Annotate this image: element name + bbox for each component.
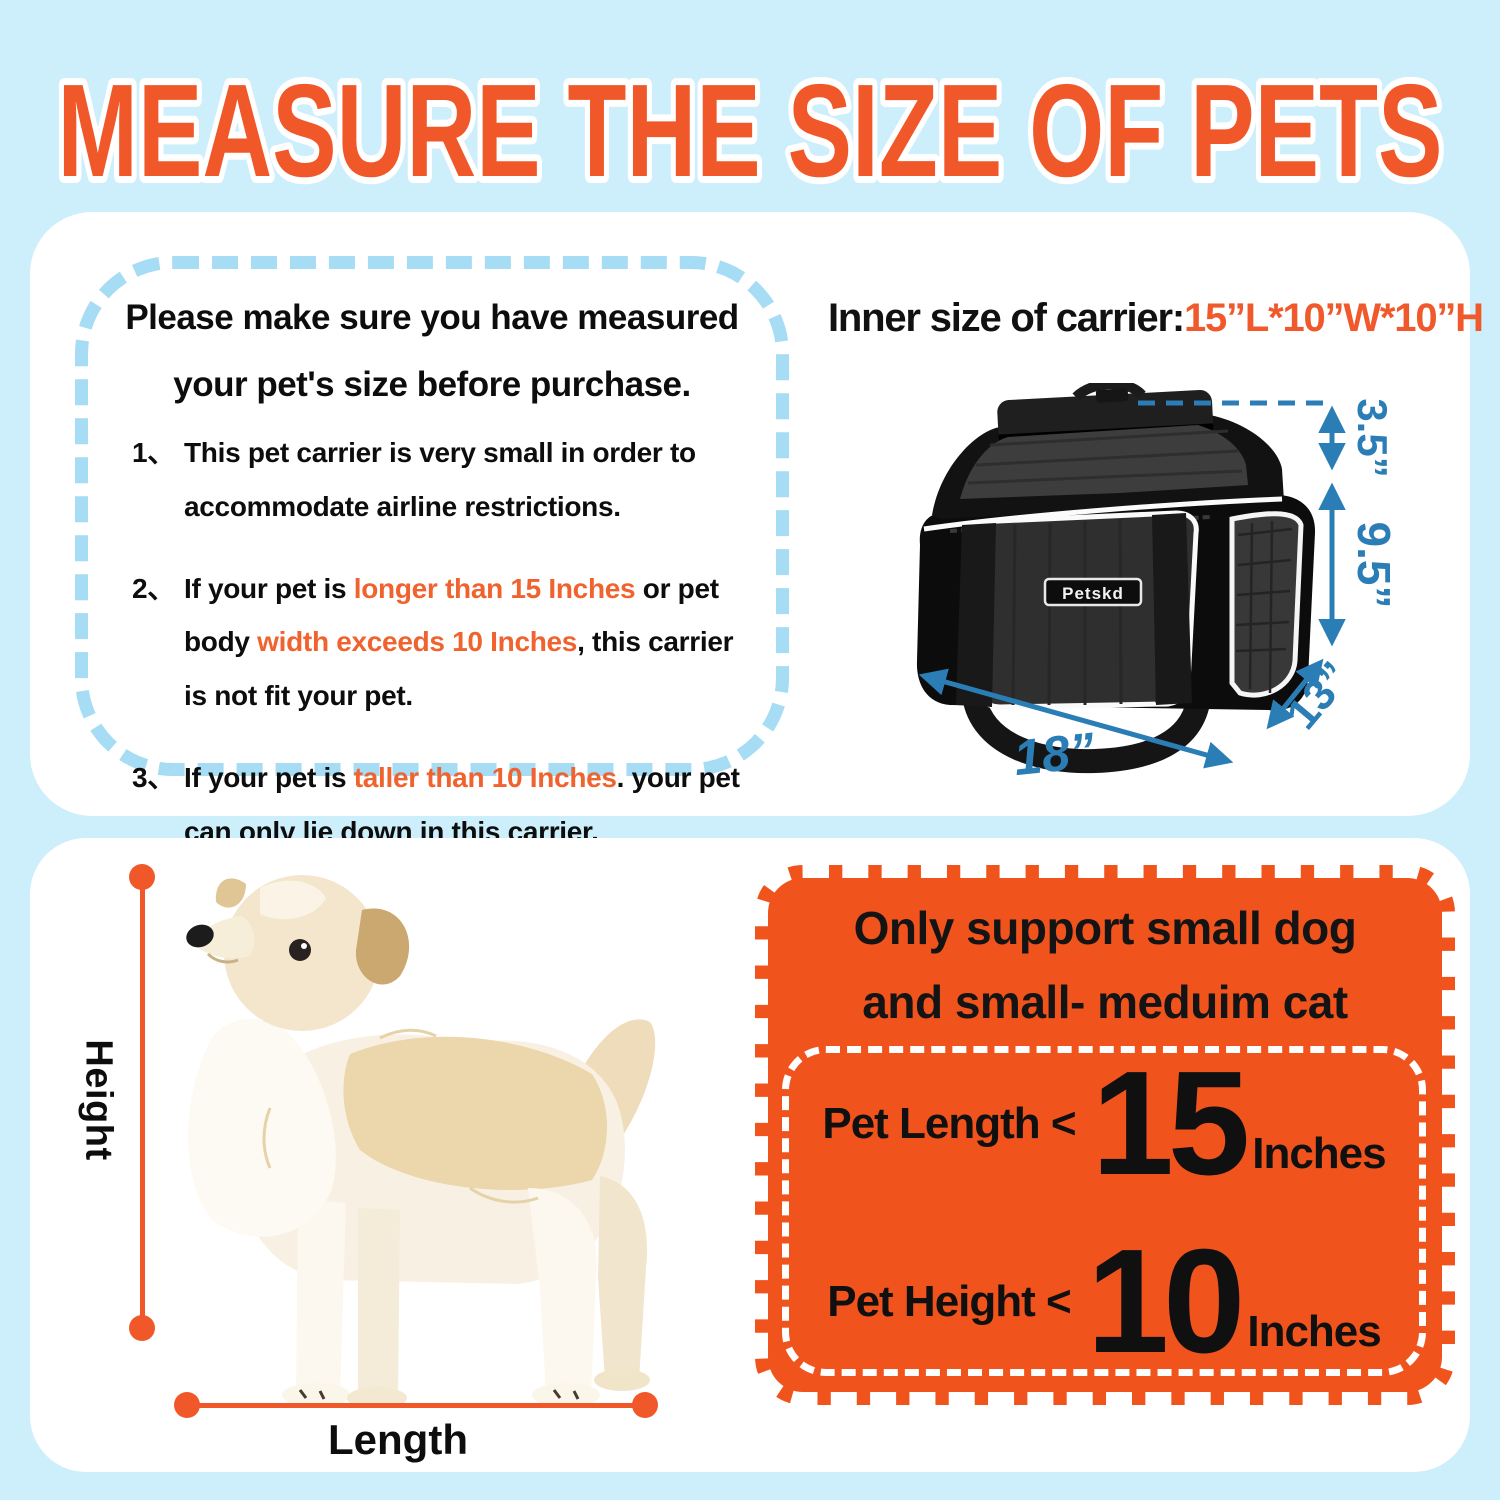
dog-paw — [594, 1369, 650, 1391]
pet-height-value: 10 — [1086, 1219, 1246, 1385]
item-text-highlight: width exceeds 10 Inches — [257, 626, 578, 658]
pet-height-label: Pet Height < — [827, 1277, 1071, 1326]
carrier-piping — [923, 496, 1283, 532]
support-size-box: Only support small dog and small- meduim… — [755, 865, 1455, 1405]
carrier-side-mesh-lines — [1235, 527, 1293, 653]
item-text: This pet carrier is very small in order … — [184, 437, 696, 522]
advice-item-3: 3、 If your pet is taller than 10 Inches. … — [132, 751, 750, 859]
size-limits-box: Pet Length < 15 Inches Pet Height < 10 I… — [782, 1046, 1426, 1376]
item-text: If your pet is — [184, 761, 354, 793]
carrier-top-mesh-texture — [967, 429, 1243, 485]
dog-eye — [289, 939, 311, 961]
dimension-arrows — [918, 400, 1346, 769]
support-text: Only support small dog and small- meduim… — [768, 892, 1442, 1039]
advice-dashed-box: Please make sure you have measured your … — [75, 256, 789, 847]
dog-chest-fluff — [188, 1018, 336, 1237]
carrier-front-strap-left — [956, 523, 996, 707]
advice-item-1: 1、 This pet carrier is very small in orde… — [132, 426, 750, 534]
dim-label-height: 9.5” — [1348, 522, 1400, 609]
dog-blaze — [260, 880, 326, 920]
dim-arrow-length — [918, 668, 1234, 769]
dog-rear-leg-far — [598, 1176, 648, 1380]
height-line-dot-bottom — [129, 1315, 155, 1341]
carrier-side-mesh — [1229, 511, 1304, 698]
advice-item-2: 2、 If your pet is longer than 15 Inches o… — [132, 562, 750, 723]
item-number: 1、 — [132, 437, 175, 468]
carrier-front-pocket-stripes — [1011, 516, 1159, 706]
carrier-handle-wrap — [1095, 388, 1129, 403]
item-text: , this carrier is not fit your pet. — [184, 626, 734, 711]
support-line2: and small- meduim cat — [862, 975, 1348, 1028]
dog-fur-texture — [262, 1028, 539, 1204]
dim-label-expansion: 3.5” — [1349, 398, 1396, 477]
pet-length-value: 15 — [1091, 1041, 1251, 1207]
measure-advice-panel: Please make sure you have measured your … — [30, 212, 1484, 847]
dog-rear-leg — [528, 1188, 597, 1395]
pet-length-row: Pet Length < 15 Inches — [789, 1039, 1419, 1209]
dog-ear-far — [215, 878, 246, 908]
support-line1: Only support small dog — [853, 902, 1357, 954]
dog-length-label: Length — [328, 1416, 468, 1463]
length-line-dot-right — [632, 1392, 658, 1418]
dog-muzzle — [192, 916, 255, 959]
dog-illustration — [186, 875, 656, 1408]
item-number: 2、 — [132, 572, 175, 604]
page-title: MEASURE THE SIZE OF PETS — [58, 57, 1443, 204]
item-text: If your pet is — [184, 572, 354, 604]
advice-heading-line1: Please make sure you have measured — [125, 298, 739, 337]
advice-list: 1、 This pet carrier is very small in orde… — [114, 426, 750, 858]
item-number: 3、 — [132, 761, 175, 793]
brand-patch — [1043, 577, 1143, 607]
advice-heading: Please make sure you have measured your … — [114, 285, 750, 418]
dog-claws — [298, 1389, 580, 1400]
dog-height-label: Height — [77, 1039, 120, 1161]
carrier-handle — [1072, 383, 1146, 401]
pet-size-panel: Height Length Only support small dog and… — [30, 838, 1470, 1472]
brand-label: Petskd — [1062, 584, 1124, 603]
item-text-highlight: longer than 15 Inches — [353, 572, 636, 604]
dog-front-leg — [296, 1198, 346, 1395]
length-line-dot-left — [174, 1392, 200, 1418]
inner-size-label: Inner size of carrier: — [828, 296, 1185, 340]
dog-ear — [355, 908, 410, 985]
pet-carrier-illustration: Petskd 3.5” 9.5” 13” 18” — [916, 383, 1400, 785]
title-banner: MEASURE THE SIZE OF PETS — [51, 50, 1450, 211]
dog-eye-highlight — [301, 943, 307, 949]
dog-back-patch — [343, 1036, 607, 1190]
height-line-dot-top — [129, 864, 155, 890]
inner-size-value: 15”L*10”W*10”H — [1183, 296, 1484, 340]
length-measure-line — [187, 1403, 645, 1408]
height-measure-line — [140, 877, 145, 1328]
item-text: or pet body — [184, 572, 719, 658]
advice-heading-line2: your pet's size before purchase. — [173, 364, 691, 404]
dog-paw — [532, 1383, 600, 1407]
pet-length-unit: Inches — [1252, 1129, 1386, 1178]
pet-length-label: Pet Length < — [822, 1099, 1076, 1148]
dim-arrow-depth — [1266, 658, 1324, 730]
inner-size-heading: Inner size of carrier:15”L*10”W*10”H — [828, 296, 1484, 341]
dog-paw — [282, 1383, 350, 1407]
dim-label-length: 18” — [1011, 722, 1097, 785]
dog-nose — [186, 924, 214, 948]
dog-mouth — [206, 952, 239, 964]
pet-height-unit: Inches — [1247, 1307, 1381, 1356]
pet-height-row: Pet Height < 10 Inches — [789, 1217, 1419, 1387]
carrier-front-strap-right — [1152, 513, 1192, 705]
dog-paw — [347, 1387, 407, 1408]
dog-front-leg-far — [358, 1208, 400, 1398]
item-text-highlight: taller than 10 Inches — [353, 761, 617, 793]
